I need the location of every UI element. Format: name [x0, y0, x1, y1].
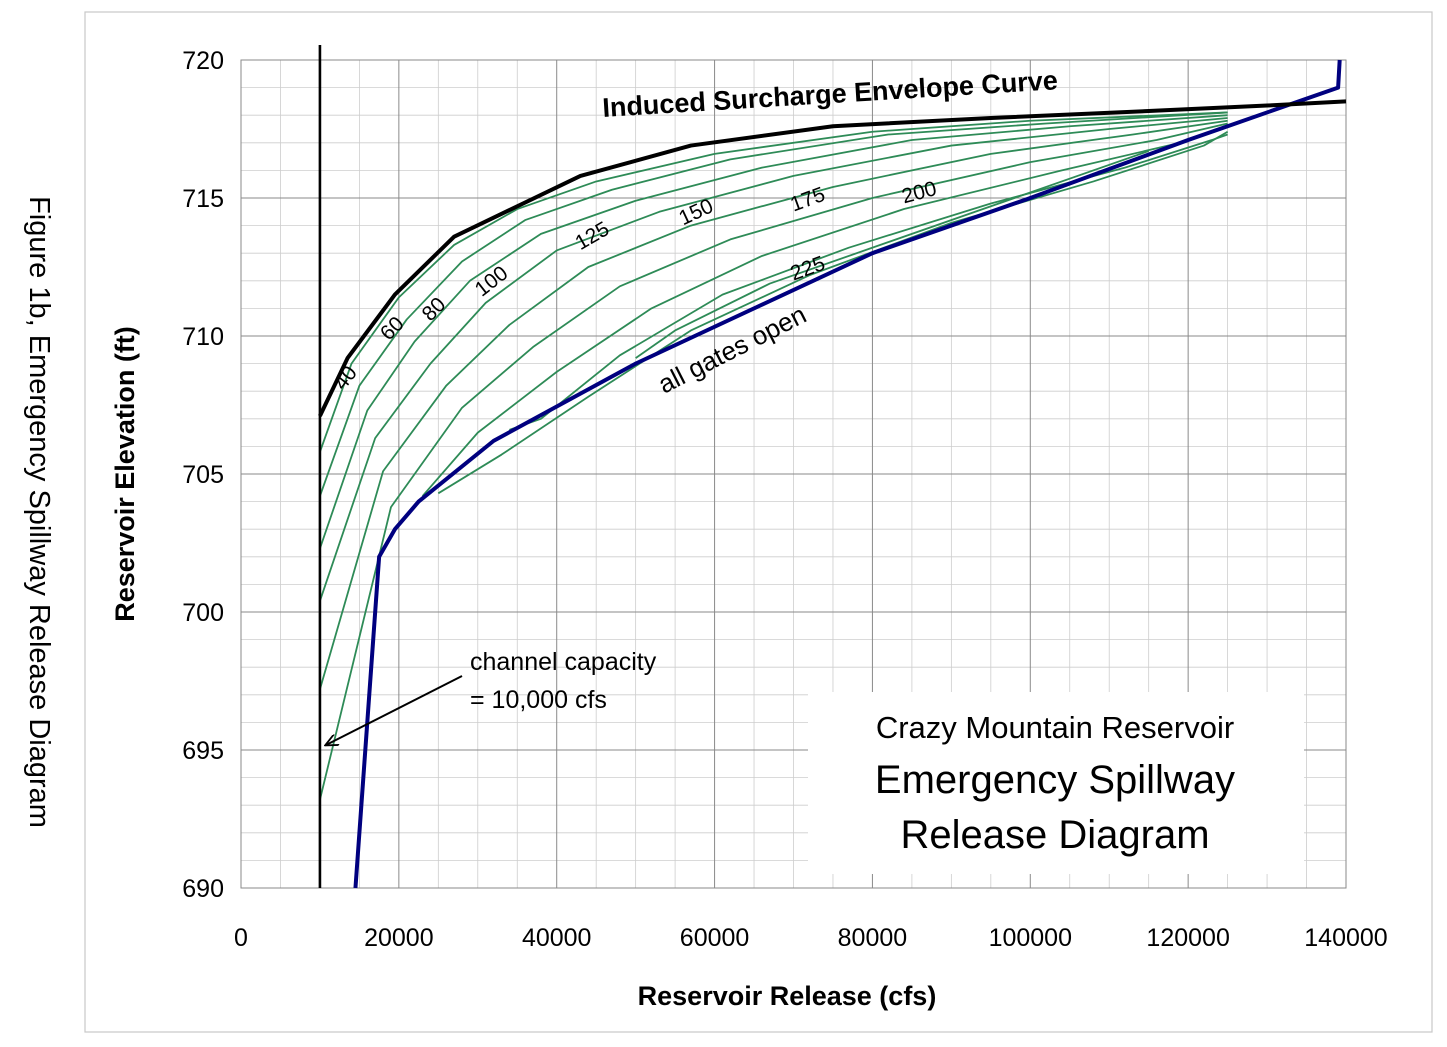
gate-curve-line: [421, 125, 1228, 497]
y-tick-label: 710: [182, 323, 224, 351]
y-tick-label: 700: [182, 599, 224, 627]
plot-area-border: [240, 59, 1347, 889]
figure-frame: [84, 11, 1433, 1033]
channel-capacity-text-1: channel capacity: [470, 648, 657, 676]
title-box-line-3: Release Diagram: [900, 813, 1209, 857]
x-tick-label: 140000: [1304, 924, 1387, 952]
gate-curve-line: [437, 130, 1229, 495]
x-tick-label: 100000: [989, 924, 1072, 952]
y-tick-label: 715: [182, 185, 224, 213]
channel-capacity-arrow: [326, 675, 463, 745]
gate-curve-line: [635, 150, 1149, 359]
channel-capacity-annotation: channel capacity = 10,000 cfs: [326, 648, 657, 745]
all-gates-open-line: [353, 59, 1342, 889]
y-axis-title: Reservoir Elevation (ft): [110, 326, 140, 622]
gate-curve-line: [319, 111, 1228, 453]
curve-label-80: 80: [418, 293, 451, 326]
x-tick-label: 60000: [680, 924, 750, 952]
curve-label-100: 100: [471, 262, 513, 302]
gate-curve-line: [319, 114, 1228, 549]
y-axis-ticks: 690 695 700 705 710 715 720: [182, 47, 224, 903]
title-box: Crazy Mountain Reservoir Emergency Spill…: [808, 692, 1304, 874]
x-axis-ticks: 0 20000 40000 60000 80000 100000 120000 140000: [234, 924, 1388, 952]
gate-curve-line: [509, 133, 1228, 431]
gate-curve-line: [319, 119, 1228, 690]
gate-setting-curves: [319, 111, 1229, 800]
curve-label-60: 60: [376, 312, 409, 345]
x-axis-title: Reservoir Release (cfs): [638, 981, 937, 1011]
y-tick-label: 720: [182, 47, 224, 75]
main-curves: [318, 59, 1347, 889]
curve-label-150: 150: [675, 194, 716, 230]
y-tick-label: 695: [182, 737, 224, 765]
x-tick-label: 80000: [838, 924, 908, 952]
gate-curve-line: [319, 117, 1228, 602]
curve-label-125: 125: [571, 217, 613, 254]
title-box-line-1: Crazy Mountain Reservoir: [876, 710, 1234, 745]
curve-label-200: 200: [899, 177, 939, 208]
figure-caption: Figure 1b, Emergency Spillway Release Di…: [23, 196, 55, 828]
x-tick-label: 40000: [522, 924, 592, 952]
title-box-line-2: Emergency Spillway: [875, 758, 1235, 802]
envelope-curve-label: Induced Surcharge Envelope Curve: [602, 65, 1059, 123]
all-gates-open-label: all gates open: [653, 299, 811, 399]
x-tick-label: 0: [234, 924, 248, 952]
x-tick-label: 20000: [364, 924, 434, 952]
x-tick-label: 120000: [1146, 924, 1229, 952]
y-tick-label: 690: [182, 875, 224, 903]
gate-curve-line: [319, 122, 1228, 800]
y-tick-label: 705: [182, 461, 224, 489]
gate-curve-line: [319, 111, 1228, 497]
envelope-curve-line: [318, 99, 1347, 417]
title-box-background: [808, 692, 1304, 874]
channel-capacity-text-2: = 10,000 cfs: [470, 686, 607, 714]
